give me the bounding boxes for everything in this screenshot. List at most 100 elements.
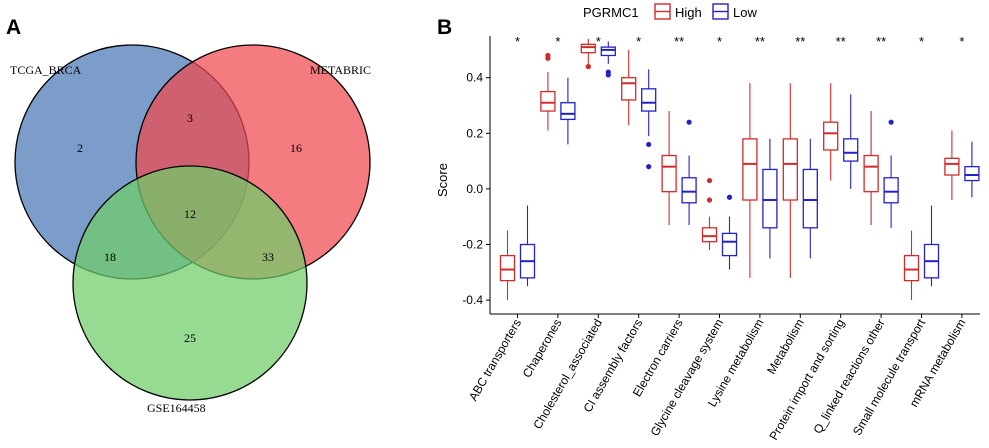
box-low xyxy=(681,119,697,226)
box-low xyxy=(721,194,738,270)
box-low xyxy=(802,138,818,259)
legend-entry-low: Low xyxy=(712,3,757,20)
box-high xyxy=(621,49,637,125)
outlier-point xyxy=(545,52,551,59)
box-body xyxy=(681,177,697,204)
box-high xyxy=(823,83,839,181)
venn-label-metabric: METABRIC xyxy=(310,63,371,77)
outlier-point xyxy=(605,72,611,78)
box-body xyxy=(762,168,778,229)
x-category-label: Metabolism xyxy=(764,317,807,377)
panel-label-a: A xyxy=(6,16,21,39)
box-body xyxy=(600,46,616,57)
venn-count-metabric-gse: 33 xyxy=(262,250,274,264)
x-category-label: ABC transporters xyxy=(466,317,524,404)
box-body xyxy=(823,121,839,151)
outlier-point xyxy=(646,164,652,170)
significance-mark: ** xyxy=(755,34,765,49)
box-body xyxy=(499,254,516,282)
box-high xyxy=(944,130,960,201)
box-high xyxy=(540,52,556,131)
box-body xyxy=(641,88,657,112)
significance-mark: * xyxy=(717,34,722,49)
box-low xyxy=(641,69,657,170)
legend-label-low: Low xyxy=(733,5,757,20)
box-low xyxy=(923,205,940,287)
x-tick-labels: ABC transportersChaperonesCholesterol_as… xyxy=(466,314,968,443)
venn-count-tcga-only: 2 xyxy=(77,141,83,155)
significance-mark: ** xyxy=(674,34,684,49)
y-axis-title: Score xyxy=(435,163,450,197)
y-tick-label: -0.4 xyxy=(462,293,483,307)
outlier-point xyxy=(585,63,591,70)
box-body xyxy=(721,232,738,257)
x-category-label: Chaperones xyxy=(520,317,565,381)
outlier-point xyxy=(726,194,733,200)
box-high xyxy=(863,111,879,226)
venn-count-all-three: 12 xyxy=(184,207,196,221)
box-body xyxy=(903,254,920,282)
plot-boxes xyxy=(499,38,980,301)
outlier-point xyxy=(646,141,652,148)
x-category-label: Q_linked reactions other xyxy=(811,317,888,437)
venn-count-metabric-only: 16 xyxy=(290,141,302,155)
y-tick-label: 0.2 xyxy=(466,126,483,140)
x-category-label: Protein import and sorting xyxy=(766,317,847,443)
venn-circle-gse xyxy=(72,165,308,401)
box-body xyxy=(621,77,637,101)
y-tick-label: 0.4 xyxy=(466,71,483,85)
venn-panel: A TCGA_BRCA METABRIC GSE164458 2 16 25 3… xyxy=(6,16,371,415)
box-high xyxy=(499,230,516,301)
boxplot-panel: B PGRMC1 High Low Score -0.4 -0.2 0.0 0.2 0.… xyxy=(435,3,980,443)
box-low xyxy=(964,141,980,198)
box-body xyxy=(701,227,718,243)
venn-label-tcga: TCGA_BRCA xyxy=(10,63,82,77)
panel-label-b: B xyxy=(437,16,452,39)
box-body xyxy=(863,154,879,193)
box-body xyxy=(661,154,677,193)
venn-count-tcga-gse: 18 xyxy=(104,250,116,264)
box-low xyxy=(600,41,616,78)
venn-count-tcga-metabric: 3 xyxy=(187,111,193,125)
box-low xyxy=(883,119,899,228)
significance-mark: ** xyxy=(876,34,886,49)
legend-label-high: High xyxy=(675,5,702,20)
box-low xyxy=(843,94,859,189)
outlier-point xyxy=(706,177,713,184)
box-low xyxy=(560,77,576,145)
box-high xyxy=(661,111,677,226)
box-low xyxy=(762,138,778,259)
venn-label-gse: GSE164458 xyxy=(147,401,206,415)
significance-mark: * xyxy=(515,34,520,49)
box-body xyxy=(540,90,556,112)
significance-mark: * xyxy=(919,34,924,49)
box-high xyxy=(782,83,798,278)
box-body xyxy=(560,102,576,121)
box-body xyxy=(944,157,960,176)
y-ticks: -0.4 -0.2 0.0 0.2 0.4 xyxy=(462,71,490,307)
significance-mark: * xyxy=(636,34,641,49)
box-body xyxy=(742,138,758,201)
legend: PGRMC1 High Low xyxy=(583,3,757,20)
box-high xyxy=(742,83,758,278)
legend-title: PGRMC1 xyxy=(583,5,639,20)
box-body xyxy=(843,138,859,162)
legend-entry-high: High xyxy=(654,3,702,20)
venn-count-gse-only: 25 xyxy=(184,331,196,345)
y-tick-label: -0.2 xyxy=(462,238,483,252)
significance-mark: * xyxy=(555,34,560,49)
box-body xyxy=(782,138,798,201)
outlier-point xyxy=(888,119,894,125)
box-body xyxy=(883,177,899,204)
box-high xyxy=(903,230,920,301)
x-category-label: Glycine cleavage system xyxy=(648,317,726,439)
x-category-label: Small molecule transport xyxy=(850,316,928,438)
box-body xyxy=(802,168,818,229)
outlier-point xyxy=(706,197,713,203)
significance-mark: ** xyxy=(795,34,805,49)
box-body xyxy=(580,43,596,54)
outlier-point xyxy=(686,119,692,125)
y-tick-label: 0.0 xyxy=(466,182,483,196)
box-high xyxy=(701,177,718,251)
box-low xyxy=(519,205,536,287)
